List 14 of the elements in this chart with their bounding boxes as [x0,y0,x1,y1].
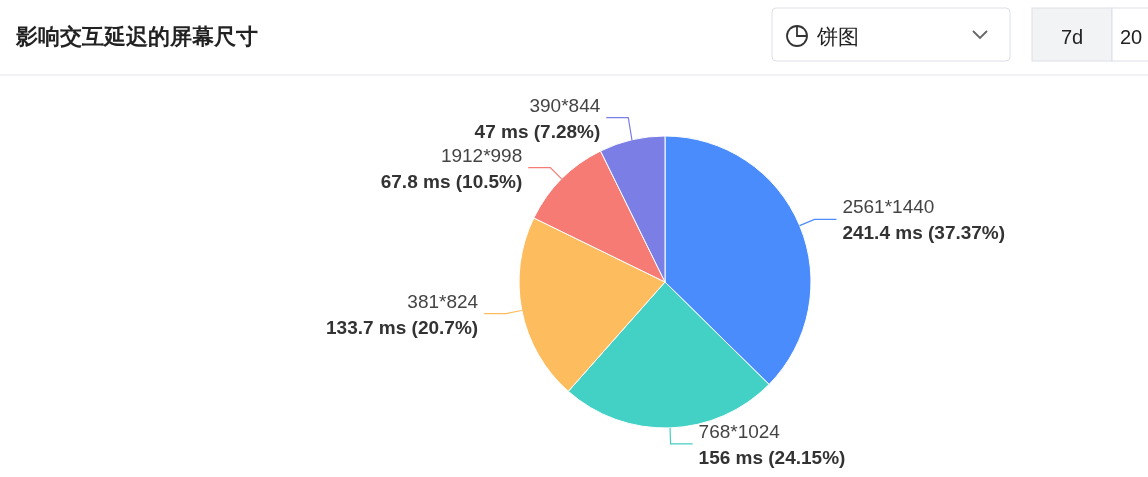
text: 影响交互延迟的屏幕尺寸 [15,24,258,49]
data-label: 156 ms (24.15%) [698,446,846,468]
slice-label: 2561*1440 [842,196,935,218]
text: 20 [1120,26,1143,48]
data-label: 47 ms (7.28%) [474,120,601,142]
text: 7d [1060,26,1084,48]
slice-label: 381*824 [407,290,479,312]
slice-label: 1912*998 [440,144,523,166]
text: 饼图 [816,25,859,48]
slice-label: 390*844 [529,94,601,116]
data-label: 133.7 ms (20.7%) [326,316,479,338]
data-label: 67.8 ms (10.5%) [380,170,523,192]
data-label: 241.4 ms (37.37%) [842,222,1006,244]
slice-label: 768*1024 [698,420,781,442]
